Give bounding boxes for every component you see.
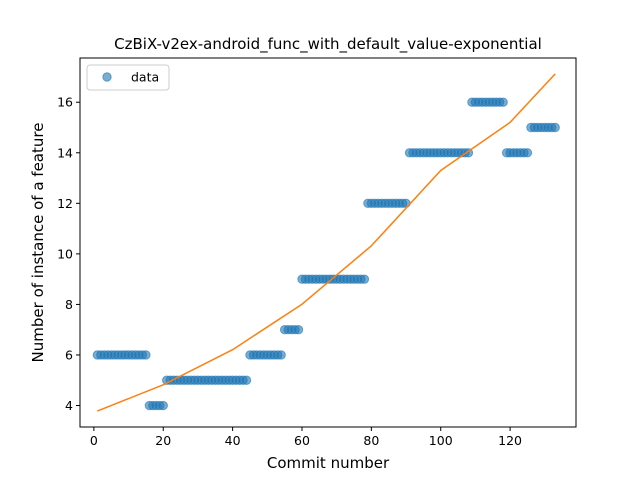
y-tick-label: 4 (65, 398, 73, 413)
y-tick-label: 10 (57, 246, 73, 261)
legend-marker (102, 72, 112, 82)
x-tick-label: 80 (363, 433, 379, 448)
plot-frame (79, 57, 577, 428)
data-point (141, 350, 151, 360)
data-point (276, 350, 286, 360)
chart-title: CzBiX-v2ex-android_func_with_default_val… (114, 35, 542, 54)
plot-marks (92, 73, 560, 412)
legend-box (86, 64, 170, 91)
data-point (241, 375, 252, 385)
data-point (522, 148, 533, 158)
data-point (158, 400, 168, 411)
x-tick-label: 60 (294, 433, 310, 448)
y-tick-label: 6 (65, 347, 73, 362)
x-tick-label: 40 (225, 433, 241, 448)
y-tick-label: 12 (57, 196, 73, 211)
x-tick-label: 120 (498, 433, 522, 448)
y-axis-label: Number of instance of a feature (29, 123, 47, 363)
data-point (401, 198, 411, 209)
data-point (498, 97, 508, 107)
legend-label: data (131, 70, 159, 85)
data-point (359, 274, 370, 284)
x-tick-label: 100 (429, 433, 453, 448)
x-tick-label: 0 (90, 433, 98, 448)
data-point (550, 122, 560, 133)
y-tick-label: 8 (65, 297, 73, 312)
x-axis-label: Commit number (267, 454, 390, 472)
y-tick-label: 16 (57, 95, 73, 110)
axis-ticks: 0 20 40 60 80 100 120 4 6 8 10 12 14 16 (57, 95, 522, 448)
fit-line (97, 73, 556, 412)
y-tick-label: 14 (57, 145, 73, 160)
legend: data (86, 64, 170, 91)
data-point (293, 324, 304, 335)
x-tick-label: 20 (155, 433, 171, 448)
